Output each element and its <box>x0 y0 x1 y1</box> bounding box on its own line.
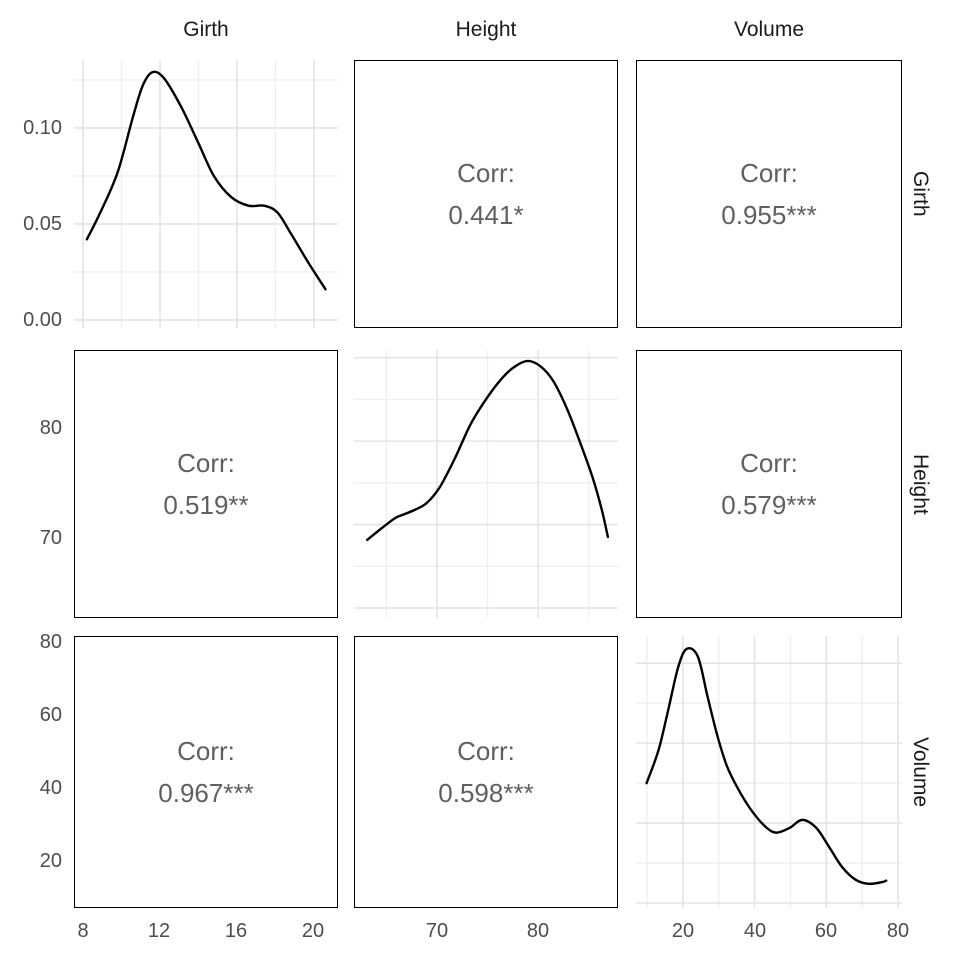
strip-right-girth-label: Girth <box>909 171 932 217</box>
corr-value: 0.955*** <box>721 200 817 230</box>
strip-top-height: Height <box>455 18 517 41</box>
corr-label: Corr: <box>740 448 798 478</box>
x-tick-label: 40 <box>743 920 767 942</box>
y-tick-label: 20 <box>39 850 62 872</box>
density-girth-curve <box>85 70 327 291</box>
y-tick-label: 80 <box>39 631 62 653</box>
strip-top-volume: Volume <box>733 18 805 41</box>
height-density-plot <box>354 350 618 618</box>
x-tick-label: 80 <box>886 920 910 942</box>
y-tick-label: 70 <box>39 527 62 549</box>
corr-value: 0.598*** <box>438 778 534 808</box>
x-tick-label: 12 <box>147 920 171 942</box>
x-tick-label: 20 <box>671 920 695 942</box>
corr-value: 0.441* <box>448 200 524 230</box>
volume-density-plot <box>636 636 902 908</box>
density-volume-curve <box>645 646 888 886</box>
x-tick-label: 70 <box>425 920 449 942</box>
x-tick-label: 80 <box>526 920 550 942</box>
y-tick-label: 0.00 <box>23 309 62 331</box>
corr-panel-volume-vs-girth: Corr: 0.967*** <box>74 636 338 908</box>
corr-value: 0.967*** <box>158 778 254 808</box>
corr-panel-volume-vs-height: Corr: 0.598*** <box>354 636 618 908</box>
corr-label: Corr: <box>177 448 235 478</box>
strip-right-height-label: Height <box>909 453 932 515</box>
corr-panel-girth-vs-volume: Corr: 0.955*** <box>636 60 902 328</box>
strip-right-height: Height <box>904 350 936 618</box>
y-tick-label: 0.05 <box>23 213 62 235</box>
y-tick-label: 60 <box>39 704 62 726</box>
density-height-curve <box>365 359 610 542</box>
y-tick-label: 80 <box>39 417 62 439</box>
corr-panel-height-vs-girth: Corr: 0.519** <box>74 350 338 618</box>
girth-density-plot <box>74 60 338 328</box>
strip-right-volume: Volume <box>904 636 936 908</box>
corr-panel-height-vs-volume: Corr: 0.579*** <box>636 350 902 618</box>
corr-label: Corr: <box>740 158 798 188</box>
x-tick-label: 16 <box>224 920 248 942</box>
y-tick-label: 0.10 <box>23 117 62 139</box>
strip-right-volume-label: Volume <box>909 736 932 808</box>
corr-label: Corr: <box>457 158 515 188</box>
y-tick-label: 40 <box>39 777 62 799</box>
strip-top-girth: Girth <box>183 18 229 41</box>
corr-panel-girth-vs-height: Corr: 0.441* <box>354 60 618 328</box>
corr-value: 0.579*** <box>721 490 817 520</box>
strip-right-girth: Girth <box>904 60 936 328</box>
corr-label: Corr: <box>177 736 235 766</box>
corr-value: 0.519** <box>163 490 249 520</box>
corr-label: Corr: <box>457 736 515 766</box>
x-tick-label: 60 <box>814 920 838 942</box>
x-tick-label: 8 <box>77 920 89 942</box>
x-tick-label: 20 <box>301 920 325 942</box>
